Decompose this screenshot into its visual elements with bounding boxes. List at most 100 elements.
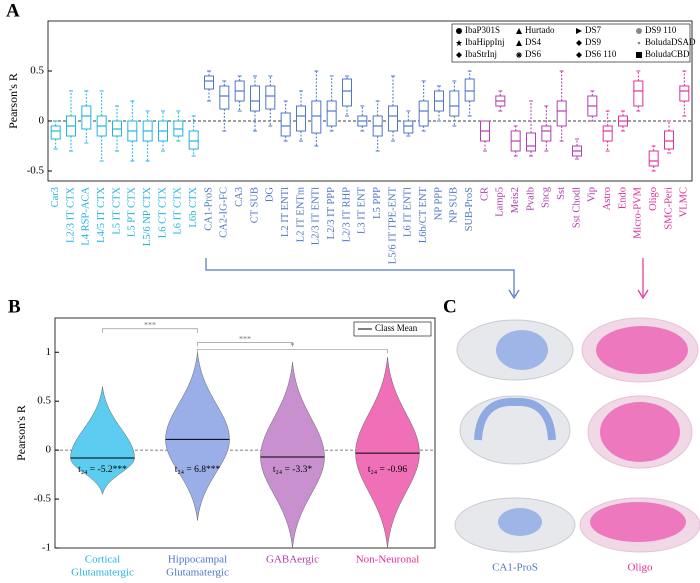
arrow-head bbox=[508, 289, 520, 300]
panel-label: A bbox=[6, 0, 20, 21]
legend-marker bbox=[516, 52, 522, 58]
y-tick-label: 0 bbox=[46, 444, 52, 456]
box bbox=[556, 100, 567, 127]
legend-marker bbox=[576, 52, 582, 58]
x-tick-label: L5 PT CTX bbox=[127, 187, 138, 237]
legend-marker bbox=[576, 28, 582, 34]
y-tick-label: -0.5 bbox=[34, 493, 52, 505]
arrow bbox=[205, 258, 515, 296]
legend-label: IbaStrInj bbox=[465, 49, 497, 59]
box bbox=[50, 125, 61, 140]
legend-marker bbox=[636, 52, 642, 58]
x-tick-label: L4/5 IT CTX bbox=[96, 187, 107, 243]
plot-frame bbox=[47, 20, 693, 182]
legend-label: DS4 bbox=[525, 37, 542, 47]
x-tick-label: L2 IT ENTm bbox=[295, 187, 306, 242]
x-tick-label: Micro-PVM bbox=[633, 186, 644, 239]
box bbox=[296, 105, 306, 132]
box bbox=[188, 130, 199, 150]
box bbox=[526, 132, 536, 152]
x-tick-label: CT SUB bbox=[249, 187, 260, 223]
x-tick-label: L2/3 IT RHP bbox=[341, 187, 352, 242]
x-tick-label: Sncg bbox=[541, 186, 552, 208]
legend-marker bbox=[636, 28, 642, 34]
plot-frame bbox=[54, 317, 436, 549]
box bbox=[204, 75, 214, 90]
x-tick-label: L5/6 IT TPE-ENT bbox=[387, 186, 398, 264]
stat-annotation: t₂₄ = -3.3* bbox=[273, 465, 312, 475]
legend-label: Hurtado bbox=[525, 25, 555, 35]
box bbox=[418, 100, 429, 127]
x-tick-label: Endo bbox=[617, 187, 628, 209]
x-tick-label: Glutamatergic bbox=[71, 567, 134, 579]
x-tick-label: L2/3 IT ENTl bbox=[311, 187, 322, 245]
x-tick-label: L2 IT ENTl bbox=[280, 187, 291, 237]
arrow-head bbox=[637, 289, 649, 300]
x-tick-label: CA2-IG-FC bbox=[219, 187, 230, 238]
x-tick-label: GABAergic bbox=[266, 554, 319, 566]
legend-label: DS9 110 bbox=[645, 25, 677, 35]
x-tick-label: L4 RSP-ACA bbox=[81, 187, 92, 246]
violin bbox=[70, 386, 135, 495]
box bbox=[648, 150, 659, 167]
violin bbox=[260, 362, 325, 549]
legend-marker bbox=[516, 28, 522, 34]
box bbox=[464, 78, 475, 102]
legend-label: DS9 bbox=[585, 37, 602, 47]
x-tick-label: Astro bbox=[602, 187, 613, 210]
stat-annotation: t₂₄ = 6.8*** bbox=[175, 465, 221, 475]
legend-marker bbox=[456, 28, 462, 34]
x-tick-label: Car3 bbox=[50, 187, 61, 207]
legend-label: BoludaDSAD bbox=[645, 37, 696, 47]
y-tick-label: 0.5 bbox=[37, 395, 51, 407]
panel-label: B bbox=[8, 296, 21, 317]
x-tick-label: L6b CTX bbox=[188, 187, 199, 228]
significance-label: *** bbox=[144, 321, 156, 330]
y-tick-label: 0.5 bbox=[30, 65, 44, 77]
stat-annotation: t₂₄ = -0.96 bbox=[368, 465, 407, 475]
box bbox=[664, 130, 674, 150]
x-tick-label: NP SUB bbox=[449, 187, 460, 223]
legend-label: DS6 110 bbox=[585, 49, 617, 59]
x-tick-label: Vip bbox=[587, 187, 598, 202]
legend-label: BoludaCBD bbox=[645, 49, 690, 59]
box bbox=[633, 80, 644, 107]
stat-annotation: t₂₄ = -5.2*** bbox=[78, 465, 127, 475]
significance-bracket bbox=[197, 348, 388, 354]
brain-images bbox=[454, 317, 700, 553]
x-tick-label: SMC-Peri bbox=[663, 187, 674, 230]
box bbox=[679, 85, 690, 102]
legend-marker bbox=[516, 40, 522, 46]
x-tick-label: NP PPP bbox=[433, 187, 444, 220]
x-tick-label: VLMC bbox=[679, 187, 690, 217]
x-tick-label: L6b/CT ENT bbox=[418, 186, 429, 243]
x-tick-label: L5/6 NP CTX bbox=[142, 187, 153, 247]
legend-box bbox=[451, 23, 691, 63]
y-tick-label: 0 bbox=[39, 115, 45, 127]
legend-label: IbaHippInj bbox=[465, 37, 505, 47]
legend-marker bbox=[576, 40, 582, 46]
x-tick-label: L6 IT ENTl bbox=[403, 187, 414, 237]
x-tick-label: Sst bbox=[556, 187, 567, 200]
x-tick-label: Hippocampal bbox=[168, 554, 227, 566]
legend-marker bbox=[637, 41, 641, 45]
x-tick-label: Oligo bbox=[648, 187, 659, 211]
x-tick-label: Lamp5 bbox=[495, 187, 506, 217]
box bbox=[81, 105, 92, 130]
box bbox=[280, 112, 291, 137]
y-tick-label: 1 bbox=[46, 346, 52, 358]
box bbox=[403, 120, 414, 134]
violin bbox=[165, 352, 230, 521]
x-tick-label: L5 IT CTX bbox=[111, 187, 122, 235]
box bbox=[219, 85, 230, 110]
box bbox=[602, 125, 613, 142]
y-axis-label: Pearson's R bbox=[6, 73, 20, 129]
x-tick-label: CR bbox=[479, 187, 490, 201]
significance-bracket bbox=[197, 342, 293, 347]
legend-label: Class Mean bbox=[375, 323, 418, 333]
x-tick-label: CA3 bbox=[234, 187, 245, 207]
box bbox=[388, 105, 398, 132]
x-tick-label: L2/3 IT PPP bbox=[326, 187, 337, 239]
x-tick-label: Non-Neuronal bbox=[356, 554, 420, 566]
